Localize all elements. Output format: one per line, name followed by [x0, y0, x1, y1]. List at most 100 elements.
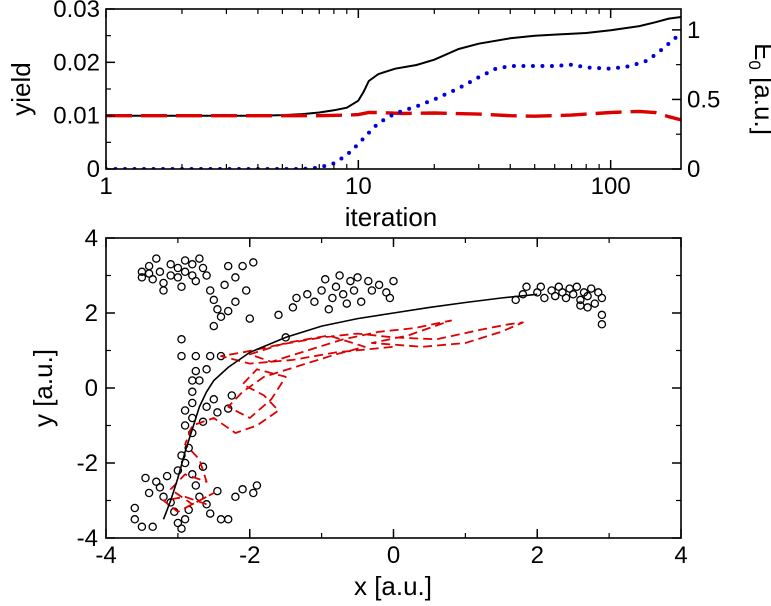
scatter-point: [583, 291, 592, 301]
scatter-point: [292, 293, 301, 303]
scatter-point: [590, 299, 600, 308]
bottom-x-tick-label: -4: [95, 542, 116, 569]
scatter-point: [195, 254, 204, 263]
scatter-point: [389, 276, 398, 286]
scatter-point: [335, 271, 344, 280]
scatter-point: [191, 276, 201, 286]
bottom-y-tick-label: -4: [77, 525, 98, 552]
scatter-point: [144, 261, 154, 271]
bottom-y-tick-label: 2: [85, 300, 98, 327]
scatter-point: [159, 278, 168, 288]
scatter-point: [324, 305, 334, 314]
scatter-point: [338, 290, 348, 299]
scatter-point: [173, 466, 183, 475]
scatter-point: [328, 293, 337, 303]
scatter-point: [173, 263, 183, 273]
scatter-point: [223, 306, 233, 316]
top-x-tick-label: 1: [99, 173, 112, 200]
scatter-point: [191, 481, 201, 490]
bottom-x-tick-label: 0: [387, 542, 400, 569]
scatter-point: [597, 310, 607, 320]
scatter-point: [216, 351, 226, 361]
scatter-point: [202, 500, 211, 509]
scatter-point: [223, 261, 233, 271]
scatter-point: [184, 443, 193, 453]
scatter-point: [141, 473, 150, 483]
bottom-x-tick-label: 2: [531, 542, 544, 569]
scatter-point: [356, 297, 366, 307]
scatter-point: [180, 267, 190, 277]
scatter-point: [191, 351, 201, 361]
scatter-point: [188, 470, 197, 479]
scatter-point: [238, 485, 247, 494]
scatter-point: [188, 387, 197, 397]
top-series-group: [106, 16, 681, 169]
scatter-point: [252, 481, 262, 490]
top-y-left-tick-label: 0.01: [53, 103, 100, 130]
scatter-point: [364, 276, 373, 286]
scatter-point: [130, 503, 140, 513]
scatter-point: [320, 275, 330, 284]
scatter-point: [137, 522, 147, 532]
scatter-point: [576, 295, 585, 305]
scatter-point: [180, 256, 190, 265]
scatter-point: [231, 492, 240, 502]
scatter-point: [241, 286, 251, 295]
bottom-x-tick-label: -2: [239, 542, 260, 569]
scatter-point: [209, 395, 219, 404]
scatter-point: [130, 515, 140, 524]
bottom-y-tick-label: 4: [85, 225, 98, 252]
scatter-point: [288, 303, 298, 312]
bottom-series-group: [130, 254, 607, 533]
scatter-point: [550, 291, 560, 301]
scatter-point: [162, 471, 172, 481]
scatter-point: [148, 522, 157, 532]
scatter-point: [205, 509, 215, 518]
bottom-y-tick-label: 0: [85, 375, 98, 402]
top-y-left-tick-label: 0.03: [53, 0, 100, 23]
scatter-point: [249, 488, 258, 498]
bottom-x-tick-label: 4: [674, 542, 687, 569]
scatter-point: [137, 273, 147, 282]
scatter-point: [152, 254, 161, 263]
scatter-point: [220, 280, 229, 290]
scatter-point: [177, 351, 186, 361]
path-curve-line: [162, 293, 538, 520]
bottom-ticks: -4 -2 0 2 4 -4 -2 0 2 4: [77, 225, 688, 569]
scatter-point: [310, 297, 319, 307]
scatter-point: [597, 320, 607, 329]
top-y-right-tick-label: 0.5: [687, 86, 720, 113]
scatter-point: [191, 366, 201, 376]
scatter-point: [583, 303, 592, 312]
scatter-point: [144, 488, 154, 498]
scatter-point: [177, 282, 186, 292]
scatter-point: [202, 402, 211, 412]
scatter-point: [177, 524, 186, 533]
trajectory-line: [162, 319, 524, 513]
scatter-point: [213, 486, 222, 496]
bottom-x-axis-label: x [a.u.]: [354, 571, 432, 601]
scatter-point: [374, 280, 384, 290]
scatter-point: [249, 258, 258, 267]
scatter-point: [238, 261, 247, 271]
scatter-point: [155, 483, 165, 492]
series-yield2-line: [106, 109, 681, 122]
scatter-point: [536, 282, 546, 292]
series-yield-line: [106, 16, 681, 117]
bottom-y-axis-label: y [a.u.]: [28, 349, 58, 427]
top-y-left-tick-label: 0: [87, 156, 100, 183]
scatter-point: [198, 417, 208, 427]
scatter-point: [518, 290, 528, 299]
scatter-point: [177, 451, 186, 460]
top-ticks: 1 10 100 0 0.01 0.02 0.03 0 0.5 1: [53, 0, 720, 200]
scatter-point: [349, 286, 359, 295]
scatter-point: [216, 515, 226, 524]
top-y-right-axis-label: E0 [a.u.]: [745, 43, 771, 135]
top-y-right-tick-label: 0: [687, 156, 700, 183]
scatter-point: [561, 293, 571, 303]
top-y-left-axis-label: yield: [6, 62, 36, 115]
top-y-right-tick-label: 1: [687, 17, 700, 44]
scatter-point: [209, 321, 219, 331]
scatter-point: [177, 335, 186, 344]
